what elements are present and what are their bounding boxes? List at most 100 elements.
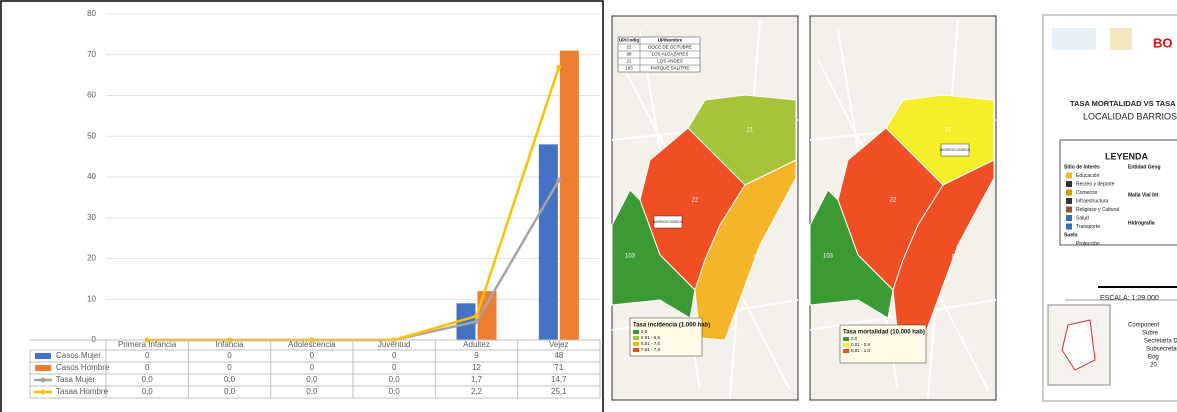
y-tick-label: 30	[87, 213, 96, 222]
table-value: 0,0	[389, 375, 401, 384]
legend-item: Educación	[1076, 173, 1100, 179]
map-legend-swatch	[633, 348, 639, 352]
table-value: 0	[310, 363, 315, 372]
line-marker	[556, 177, 562, 183]
line-series	[147, 179, 560, 342]
map-legend-label: 2,91 - 6,5	[641, 335, 661, 340]
bar	[538, 144, 558, 340]
legend-item: Sitio de Interés	[1064, 164, 1100, 170]
locality-label: BARRIOS UNIDOS	[940, 148, 971, 152]
region-label: 103	[823, 254, 834, 260]
map-legend-swatch	[843, 349, 849, 353]
map-legend-swatch	[633, 342, 639, 346]
y-tick-label: 70	[87, 50, 96, 59]
table-value: 0,0	[389, 387, 401, 396]
map-table-cell: UPICodig	[619, 38, 639, 43]
legend-title: LEYENDA	[1105, 151, 1149, 161]
x-tick-label: Primera Infancia	[118, 340, 177, 349]
legend-icon	[1066, 189, 1072, 196]
region-label: 21	[945, 128, 952, 134]
legend-item: Suelo	[1064, 232, 1078, 238]
map-legend-label: 0,01 - 0,9	[851, 342, 871, 347]
map-legend-label: 7,01 - 7,8	[641, 347, 661, 352]
legend-icon	[1066, 215, 1072, 221]
table-value: 1,7	[471, 375, 483, 384]
y-tick-label: 10	[87, 294, 96, 303]
table-value: 0,0	[224, 375, 236, 384]
credit-line: 20	[1150, 363, 1157, 369]
legend-icon	[1066, 172, 1072, 179]
map-table-cell: 103	[625, 66, 633, 71]
legend-item: Hidrografía	[1128, 220, 1155, 226]
map-legend-swatch	[633, 330, 639, 334]
credit-line: Secretaría Di	[1144, 339, 1177, 345]
map-legend-label: 0,0	[851, 336, 858, 341]
table-value: 0,0	[142, 375, 154, 384]
x-tick-label: Adultez	[463, 340, 490, 349]
logo-text: BO	[1153, 35, 1173, 50]
line-marker	[556, 64, 562, 70]
legend-key	[40, 377, 46, 383]
map-table-cell: 21	[626, 59, 632, 64]
line-marker	[474, 319, 479, 325]
map-legend-label: 6,51 - 7,0	[641, 341, 661, 346]
map-legend-title: Tasa incidencia (1.000 hab)	[633, 323, 710, 329]
legend-key	[35, 365, 51, 371]
legend-item: Comercio	[1076, 190, 1098, 196]
map-table-cell: LOS ALCAZARES	[652, 52, 689, 57]
panel-subtitle: LOCALIDAD BARRIOS UN	[1083, 111, 1177, 121]
legend-icon	[1066, 181, 1072, 187]
legend-label: Casos Hombre	[56, 363, 110, 372]
legend-item: Religioso y Cultural	[1076, 207, 1119, 213]
map-legend-label: 2,8	[641, 329, 648, 334]
legend-item: Infraestructura	[1076, 198, 1108, 204]
legend-item: Protección	[1076, 241, 1100, 247]
map-legend-swatch	[633, 336, 639, 340]
credit-line: Component	[1128, 323, 1159, 329]
region-label: 103	[625, 254, 636, 260]
locality-box	[940, 143, 970, 157]
map-legend	[839, 324, 927, 364]
y-tick-label: 50	[87, 131, 96, 140]
map-table-cell: 22	[626, 45, 632, 50]
line-marker	[474, 313, 479, 319]
bar	[456, 303, 476, 340]
region-label: 21	[747, 128, 754, 134]
legend-label: Tasaa Hombre	[56, 387, 109, 396]
x-tick-label: Adolescencia	[288, 340, 336, 349]
table-value: 0,0	[224, 387, 236, 396]
table-value: 0	[227, 351, 232, 360]
inset-locality	[1061, 319, 1096, 371]
bar	[559, 50, 579, 341]
table-value: 0	[392, 363, 397, 372]
chart-frame	[0, 0, 604, 412]
map-legend-title: Tasa mortalidad (10.000 hab)	[843, 330, 925, 336]
bar	[477, 291, 497, 340]
x-tick-label: Juventud	[378, 340, 410, 349]
table-value: 0,0	[306, 387, 318, 396]
map-table-cell: LOS ANDES	[657, 59, 683, 64]
credit-line: Subsecretaría d	[1146, 347, 1177, 353]
legend-item: Malla Vial Int	[1128, 192, 1159, 198]
table-value: 12	[472, 363, 481, 372]
x-tick-label: Infancia	[215, 340, 244, 349]
region-label: 22	[890, 198, 897, 204]
legend-icon	[1066, 223, 1072, 230]
y-tick-label: 80	[87, 9, 96, 18]
y-tick-label: 20	[87, 254, 96, 263]
legend-box	[1059, 139, 1177, 246]
credit-line: Bog	[1148, 355, 1159, 361]
legend-key	[35, 353, 51, 359]
table-value: 0	[227, 363, 232, 372]
credit-line: Subre	[1142, 331, 1159, 337]
logo-crest	[1110, 28, 1132, 50]
map-legend-label: 0,91 - 1,0	[851, 348, 871, 353]
logo	[1052, 28, 1096, 50]
panel-title: TASA MORTALIDAD VS TASA INC	[1070, 99, 1177, 108]
table-value: 0	[145, 363, 150, 372]
locality-label: BARRIOS UNIDOS	[653, 220, 684, 224]
scale-text: ESCALA: 1:29.000	[1100, 295, 1159, 302]
table-value: 71	[554, 363, 563, 372]
legend-label: Casos Mujer	[56, 351, 101, 360]
